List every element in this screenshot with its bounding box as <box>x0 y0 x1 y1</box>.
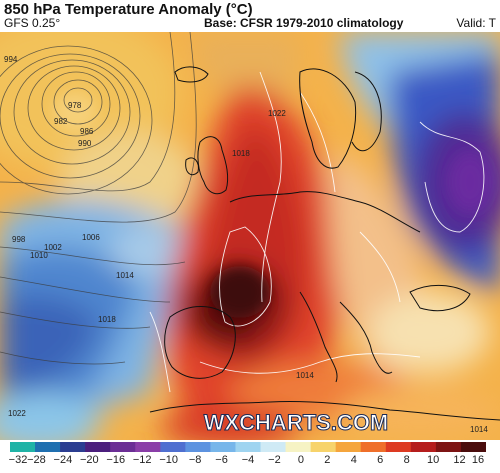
colorbar-segment <box>410 442 437 452</box>
colorbar-segment <box>385 442 412 452</box>
colorbar-tick-label: 4 <box>350 454 357 466</box>
isobar-label: 1010 <box>30 251 48 260</box>
isobar-label: 1022 <box>268 109 286 118</box>
isobar-label: 1014 <box>116 271 134 280</box>
colorbar-segment <box>335 442 362 452</box>
colorbar-tick-label: 6 <box>377 454 384 466</box>
isobar-lines <box>0 32 197 365</box>
colorbar-segment <box>10 442 36 452</box>
colorbar-segment <box>360 442 387 452</box>
colorbar-tick-label: 16 <box>471 454 485 466</box>
model-label: GFS 0.25° <box>4 16 61 30</box>
isobar-label: 1002 <box>44 243 62 252</box>
colorbar-tick-label: −10 <box>159 454 178 466</box>
colorbar-segment <box>435 442 462 452</box>
colorbar <box>10 442 486 452</box>
colorbar-tick-label: −8 <box>188 454 202 466</box>
map-canvas: 994 978 982 986 990 998 1002 1006 1010 1… <box>0 32 500 440</box>
isobar-label: 1006 <box>82 233 100 242</box>
chart-header: 850 hPa Temperature Anomaly (°C) GFS 0.2… <box>0 0 500 30</box>
isobar-label: 1018 <box>98 315 116 324</box>
colorbar-segment <box>35 442 61 452</box>
colorbar-tick-label: 12 <box>453 454 466 466</box>
colorbar-segment <box>260 442 287 452</box>
isobar-label: 998 <box>12 235 26 244</box>
colorbar-segment <box>135 442 161 452</box>
isotherm-lines <box>149 71 485 393</box>
colorbar-tick-label: −4 <box>241 454 255 466</box>
colorbar-segment <box>235 442 262 452</box>
colorbar-segment <box>60 442 86 452</box>
colorbar-tick-label: 0 <box>297 454 304 466</box>
colorbar-tick-labels: −32 −28 −24 −20 −16 −12 −10 −8 −6 −4 −2 0 2 4 6 8 10 12 16 <box>8 454 486 470</box>
colorbar-tick-label: 2 <box>324 454 331 466</box>
colorbar-tick-label: −24 <box>53 454 73 466</box>
isobar-label: 1022 <box>8 409 26 418</box>
colorbar-tick-label: 10 <box>426 454 440 466</box>
coastlines <box>149 66 500 421</box>
colorbar-tick-label: −20 <box>79 454 99 466</box>
colorbar-tick-label: −32 <box>8 454 28 466</box>
colorbar-segment <box>160 442 186 452</box>
colorbar-segment <box>210 442 237 452</box>
map-title: 850 hPa Temperature Anomaly (°C) <box>4 1 253 18</box>
isobar-labels: 994 978 982 986 990 998 1002 1006 1010 1… <box>4 55 488 434</box>
colorbar-tick-label: −2 <box>268 454 281 466</box>
anomaly-map: 994 978 982 986 990 998 1002 1006 1010 1… <box>0 32 500 440</box>
colorbar-tick-label: −12 <box>132 454 152 466</box>
colorbar-tick-label: −28 <box>27 454 46 466</box>
colorbar-segment <box>110 442 136 452</box>
colorbar-tick-label: −16 <box>106 454 126 466</box>
isobar-label: 1014 <box>296 371 314 380</box>
climatology-base-label: Base: CFSR 1979-2010 climatology <box>204 16 404 30</box>
anomaly-detail <box>53 92 490 318</box>
valid-time-label: Valid: T <box>456 16 496 30</box>
wxcharts-watermark: WXCHARTS.COM <box>204 410 389 435</box>
isobar-label: 1014 <box>470 425 488 434</box>
colorbar-tick-label: −6 <box>215 454 228 466</box>
colorbar-segment <box>185 442 212 452</box>
isobar-label: 1018 <box>232 149 250 158</box>
colorbar-segment <box>460 442 486 452</box>
isobar-label: 982 <box>54 117 68 126</box>
isobar-label: 986 <box>80 127 94 136</box>
colorbar-segment <box>85 442 111 452</box>
isobar-label: 978 <box>68 101 82 110</box>
isobar-label: 994 <box>4 55 18 64</box>
isobar-label: 990 <box>78 139 92 148</box>
colorbar-tick-label: 8 <box>403 454 410 466</box>
colorbar-segment <box>310 442 337 452</box>
anomaly-fields <box>0 32 500 440</box>
colorbar-segment <box>285 442 312 452</box>
